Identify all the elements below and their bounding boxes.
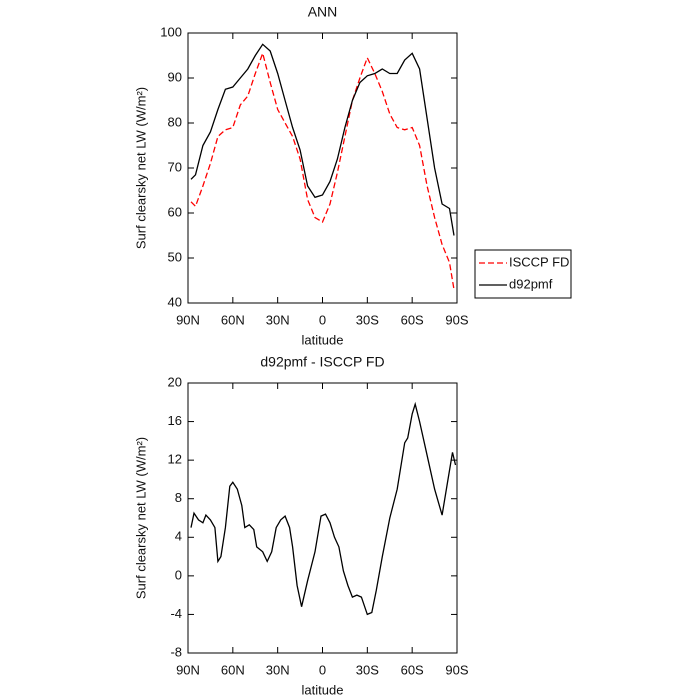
y-tick-label: 70 [168, 159, 182, 174]
x-tick-label: 90S [445, 312, 468, 327]
x-tick-label: 30N [266, 312, 290, 327]
chart-title: ANN [308, 4, 338, 20]
y-tick-label: -4 [170, 606, 182, 621]
y-tick-label: 4 [175, 529, 182, 544]
y-tick-label: 80 [168, 114, 182, 129]
x-tick-label: 90N [176, 312, 200, 327]
y-tick-label: 90 [168, 69, 182, 84]
y-tick-label: 0 [175, 567, 182, 582]
y-tick-label: 100 [160, 24, 182, 39]
x-tick-label: 0 [319, 662, 326, 677]
data-line [190, 51, 455, 290]
data-line [190, 401, 457, 616]
y-tick-label: 60 [168, 204, 182, 219]
x-tick-label: 60N [221, 312, 245, 327]
x-tick-label: 90S [445, 662, 468, 677]
plot-frame [187, 382, 458, 654]
x-axis-label: latitude [302, 332, 344, 347]
x-tick-label: 90N [176, 662, 200, 677]
plot-frame [187, 32, 458, 304]
y-tick-label: 16 [168, 413, 182, 428]
y-tick-label: 12 [168, 452, 182, 467]
y-tick-label: 40 [168, 294, 182, 309]
legend-label: ISCCP FD [509, 254, 569, 269]
x-tick-label: 60S [401, 312, 424, 327]
y-tick-label: 50 [168, 249, 182, 264]
legend-box [474, 249, 572, 299]
y-tick-label: -8 [170, 644, 182, 659]
x-tick-label: 30S [356, 312, 379, 327]
x-tick-label: 30S [356, 662, 379, 677]
y-tick-label: 20 [168, 374, 182, 389]
x-tick-label: 30N [266, 662, 290, 677]
x-tick-label: 0 [319, 312, 326, 327]
chart-title: d92pmf - ISCCP FD [260, 354, 384, 370]
data-line [190, 43, 455, 236]
y-axis-label: Surf clearsky net LW (W/m²) [133, 87, 148, 249]
y-axis-label: Surf clearsky net LW (W/m²) [133, 437, 148, 599]
y-tick-label: 8 [175, 490, 182, 505]
x-axis-label: latitude [302, 682, 344, 697]
legend-label: d92pmf [509, 276, 553, 291]
x-tick-label: 60N [221, 662, 245, 677]
x-tick-label: 60S [401, 662, 424, 677]
